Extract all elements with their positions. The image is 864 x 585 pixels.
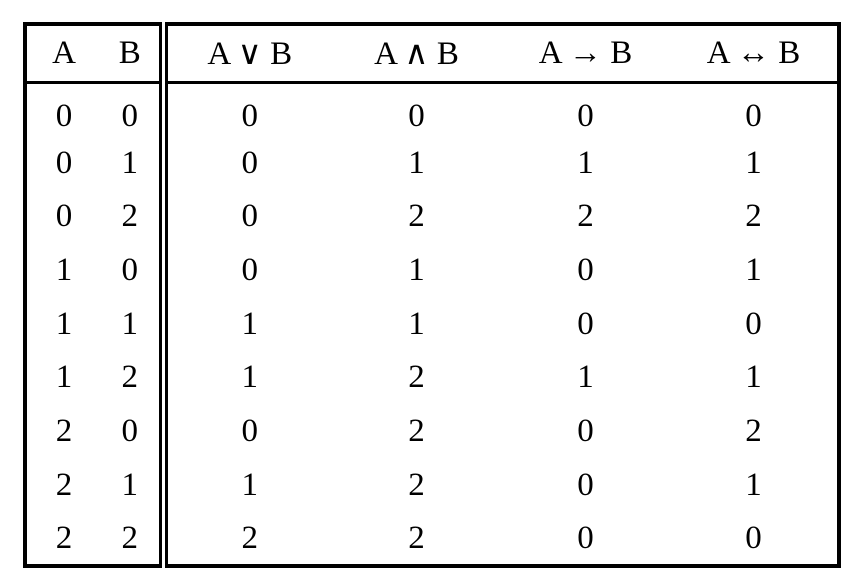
cell-or: 1 bbox=[158, 297, 332, 352]
header-or: A ∨ B bbox=[158, 24, 332, 84]
table-row: 1 0 0 1 0 1 bbox=[25, 243, 839, 298]
cell-iff: 1 bbox=[745, 359, 762, 396]
header-row: A B A ∨ B A ∧ B A → B A ↔ B bbox=[25, 24, 839, 84]
cell-a: 2 bbox=[55, 466, 73, 503]
cell-or: 0 bbox=[158, 243, 332, 298]
cell-a: 0 bbox=[55, 98, 73, 135]
cell-iff: 0 bbox=[745, 305, 762, 342]
cell-and: 1 bbox=[408, 252, 425, 289]
header-and: A ∧ B bbox=[332, 24, 501, 84]
cell-iff: 0 bbox=[745, 519, 762, 556]
cell-or: 2 bbox=[158, 512, 332, 566]
cell-or: 0 bbox=[158, 189, 332, 244]
cell-or: 1 bbox=[158, 351, 332, 405]
table-row: 2 2 2 2 0 0 bbox=[25, 512, 839, 566]
table-row: 0 1 0 1 1 1 bbox=[25, 136, 839, 190]
cell-b: 2 bbox=[121, 359, 139, 396]
cell-a: 1 bbox=[55, 359, 73, 396]
cell-and: 2 bbox=[408, 413, 425, 450]
cell-and: 2 bbox=[408, 519, 425, 556]
cell-and: 2 bbox=[408, 359, 425, 396]
cell-or: 1 bbox=[158, 458, 332, 513]
header-a: A bbox=[25, 24, 101, 84]
cell-b: 1 bbox=[121, 466, 139, 503]
cell-a: 1 bbox=[55, 305, 73, 342]
cell-b: 2 bbox=[121, 519, 139, 556]
cell-b: 0 bbox=[121, 413, 139, 450]
cell-iff: 1 bbox=[745, 252, 762, 289]
table-row: 2 0 0 2 0 2 bbox=[25, 404, 839, 459]
cell-and: 1 bbox=[408, 305, 425, 342]
cell-and: 1 bbox=[408, 144, 425, 181]
cell-implies: 0 bbox=[577, 519, 594, 556]
cell-a: 1 bbox=[55, 252, 73, 289]
cell-implies: 0 bbox=[577, 466, 594, 503]
cell-b: 0 bbox=[121, 252, 139, 289]
header-b: B bbox=[101, 24, 163, 84]
header-implies: A → B bbox=[501, 24, 670, 84]
cell-or: 0 bbox=[158, 136, 332, 190]
cell-implies: 0 bbox=[577, 252, 594, 289]
table-row: 1 2 1 2 1 1 bbox=[25, 351, 839, 405]
table-row: 1 1 1 1 0 0 bbox=[25, 297, 839, 352]
cell-implies: 1 bbox=[577, 144, 594, 181]
cell-a: 0 bbox=[55, 144, 73, 181]
table-row: 0 0 0 0 0 0 bbox=[25, 82, 839, 137]
table-row: 2 1 1 2 0 1 bbox=[25, 458, 839, 513]
cell-or: 0 bbox=[158, 82, 332, 137]
cell-a: 2 bbox=[55, 413, 73, 450]
cell-b: 1 bbox=[121, 144, 139, 181]
truth-table: A B A ∨ B A ∧ B A → B A ↔ B 0 0 0 0 0 0 … bbox=[23, 22, 841, 568]
cell-implies: 2 bbox=[577, 198, 594, 235]
cell-b: 1 bbox=[121, 305, 139, 342]
cell-implies: 1 bbox=[577, 359, 594, 396]
cell-implies: 0 bbox=[577, 98, 594, 135]
cell-and: 0 bbox=[408, 98, 425, 135]
cell-and: 2 bbox=[408, 466, 425, 503]
cell-iff: 0 bbox=[745, 98, 762, 135]
cell-iff: 1 bbox=[745, 466, 762, 503]
cell-a: 0 bbox=[55, 198, 73, 235]
cell-iff: 2 bbox=[745, 198, 762, 235]
cell-and: 2 bbox=[408, 198, 425, 235]
cell-implies: 0 bbox=[577, 305, 594, 342]
cell-a: 2 bbox=[55, 519, 73, 556]
cell-iff: 2 bbox=[745, 413, 762, 450]
cell-b: 2 bbox=[121, 198, 139, 235]
cell-iff: 1 bbox=[745, 144, 762, 181]
cell-implies: 0 bbox=[577, 413, 594, 450]
cell-or: 0 bbox=[158, 404, 332, 459]
table-row: 0 2 0 2 2 2 bbox=[25, 189, 839, 244]
cell-b: 0 bbox=[121, 98, 139, 135]
header-iff: A ↔ B bbox=[670, 24, 839, 84]
